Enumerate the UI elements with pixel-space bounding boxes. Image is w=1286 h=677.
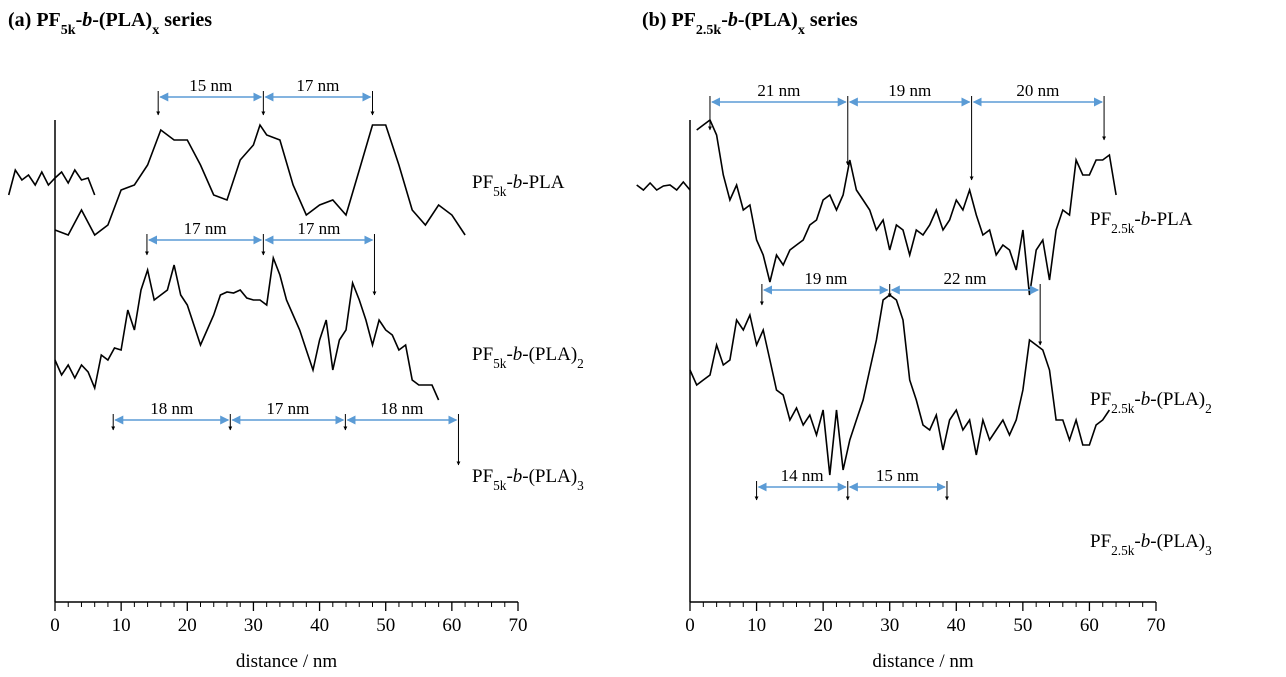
spacing-label: 17 nm [184,219,227,238]
x-tick-label: 60 [442,615,461,636]
profile-line [689,293,1111,476]
label-part: - [1134,389,1140,410]
label-part: 3 [577,478,584,493]
x-tick-label: 70 [509,615,528,636]
x-tick-label: 30 [880,615,899,636]
x-tick-label: 10 [747,615,766,636]
label-part: - [506,466,512,487]
label-part: 3 [1205,543,1212,558]
label-part: x [152,23,159,38]
label-part: - [506,344,512,365]
x-tick-label: 30 [244,615,263,636]
label-part: - [1134,209,1140,230]
label-part: -(PLA) [1150,531,1205,552]
label-part: 2.5k [1111,221,1135,236]
spacing-label: 18 nm [380,399,423,418]
label-part: - [506,172,512,193]
spacing-label: 17 nm [297,219,340,238]
label-part: b [513,172,523,193]
label-part: -(PLA) [92,9,152,31]
x-tick-label: 70 [1147,615,1166,636]
spacing-label: 22 nm [943,269,986,288]
label-part: - [1134,531,1140,552]
profile-line [636,118,1117,296]
label-part: b [1141,209,1151,230]
label-part: series [805,9,858,31]
spacing-label: 21 nm [757,81,800,100]
spacing-label: 19 nm [888,81,931,100]
label-part: PF [472,466,493,487]
label-part: b [1141,389,1151,410]
x-axis-label: distance / nm [872,651,974,672]
spacing-label: 18 nm [150,399,193,418]
label-part: b [1141,531,1151,552]
spacing-label: 15 nm [876,466,919,485]
x-tick-label: 50 [376,615,395,636]
label-part: -PLA [1150,209,1193,230]
label-part: 2 [577,356,584,371]
x-tick-label: 40 [947,615,966,636]
label-part: b [728,9,738,31]
panel-title: (b) PF2.5k-b-(PLA)x series [642,9,858,38]
label-part: -(PLA) [522,344,577,365]
label-part: 2.5k [696,23,722,38]
label-part: PF [472,344,493,365]
series-label: PF2.5k-b-PLA [1090,209,1193,236]
label-part: (a) PF [8,9,61,31]
label-part: PF [1090,389,1111,410]
profile-line [7,123,466,237]
x-tick-label: 10 [112,615,131,636]
spacing-label: 17 nm [266,399,309,418]
panel-title: (a) PF5k-b-(PLA)x series [8,9,212,38]
series-label: PF5k-b-(PLA)3 [472,466,584,493]
label-part: series [159,9,212,31]
label-part: PF [1090,531,1111,552]
series-label: PF5k-b-PLA [472,172,565,199]
label-part: 5k [493,356,507,371]
x-tick-label: 20 [814,615,833,636]
label-part: - [76,9,83,31]
label-part: b [82,9,92,31]
spacing-label: 15 nm [189,76,232,95]
label-part: PF [1090,209,1111,230]
label-part: 5k [61,23,76,38]
series-label: PF5k-b-(PLA)2 [472,344,584,371]
label-part: (b) PF [642,9,696,31]
label-part: x [798,23,805,38]
spacing-label: 14 nm [781,466,824,485]
x-tick-label: 50 [1013,615,1032,636]
x-tick-label: 0 [50,615,60,636]
label-part: b [513,466,523,487]
label-part: 5k [493,184,507,199]
x-axis-label: distance / nm [236,651,338,672]
label-part: 5k [493,478,507,493]
label-part: 2.5k [1111,401,1135,416]
x-tick-label: 40 [310,615,329,636]
spacing-label: 20 nm [1016,81,1059,100]
label-part: 2 [1205,401,1212,416]
label-part: 2.5k [1111,543,1135,558]
label-part: PF [472,172,493,193]
series-label: PF2.5k-b-(PLA)2 [1090,389,1212,416]
series-label: PF2.5k-b-(PLA)3 [1090,531,1212,558]
label-part: -(PLA) [1150,389,1205,410]
x-tick-label: 60 [1080,615,1099,636]
spacing-label: 19 nm [804,269,847,288]
spacing-label: 17 nm [296,76,339,95]
x-tick-label: 0 [685,615,695,636]
label-part: - [721,9,728,31]
x-tick-label: 20 [178,615,197,636]
label-part: -(PLA) [522,466,577,487]
label-part: b [513,344,523,365]
label-part: -(PLA) [738,9,798,31]
profile-line [54,254,440,401]
label-part: -PLA [522,172,565,193]
